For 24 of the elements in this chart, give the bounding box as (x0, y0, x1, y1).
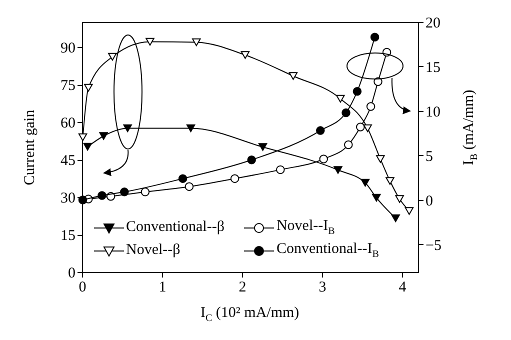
x-tick-label: 3 (318, 280, 326, 296)
y-tick-label: 75 (60, 78, 76, 94)
y-tick-label: 0 (68, 266, 76, 282)
y-tick-label: 45 (60, 153, 76, 169)
legend-label: Novel--I$_{B}$ (276, 218, 335, 237)
x-tick-label: 4 (398, 280, 407, 296)
x-axis-title: I$_{C}$ (10² mA/mm) (200, 305, 300, 324)
y2-tick-label: 5 (426, 148, 433, 165)
y-tick-label: 30 (60, 190, 76, 206)
y-tick-label: 90 (60, 40, 76, 56)
y-tick-label: 60 (60, 116, 76, 132)
y2-tick-label: 20 (426, 16, 440, 32)
y2-tick-label: 15 (426, 60, 440, 76)
legend-label: Novel--β (126, 242, 180, 259)
x-tick-label: 0 (78, 280, 86, 296)
legend-label: Conventional--I$_{B}$ (276, 241, 379, 260)
x-tick-label: 2 (238, 280, 246, 296)
y2-tick-label: −5 (426, 238, 442, 254)
y-tick-label: 15 (60, 228, 76, 244)
y2-tick-label: 10 (426, 104, 440, 120)
y2-tick-label: 0 (426, 193, 433, 210)
legend-label: Conventional--β (126, 219, 224, 236)
x-tick-label: 1 (158, 280, 166, 296)
y-axis-title: Current gain (22, 109, 39, 185)
